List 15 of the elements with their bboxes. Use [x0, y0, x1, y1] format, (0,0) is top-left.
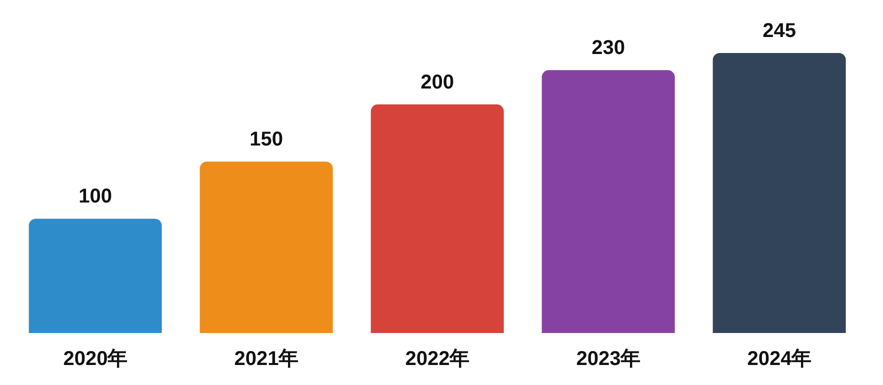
bar — [200, 162, 333, 333]
bar — [370, 104, 504, 333]
x-tick-label: 2022年 — [405, 348, 470, 370]
data-label: 230 — [592, 37, 625, 60]
data-label: 100 — [78, 186, 112, 208]
x-tick-label: 2023年 — [576, 348, 641, 370]
bar — [712, 53, 846, 333]
data-label: 200 — [420, 71, 454, 94]
bar — [542, 70, 675, 333]
x-tick-label: 2024年 — [747, 348, 812, 370]
data-label: 150 — [250, 128, 283, 151]
x-tick-label: 2020年 — [63, 348, 128, 370]
bar — [28, 218, 162, 333]
data-label: 245 — [762, 20, 796, 42]
x-tick-label: 2021年 — [234, 348, 299, 370]
